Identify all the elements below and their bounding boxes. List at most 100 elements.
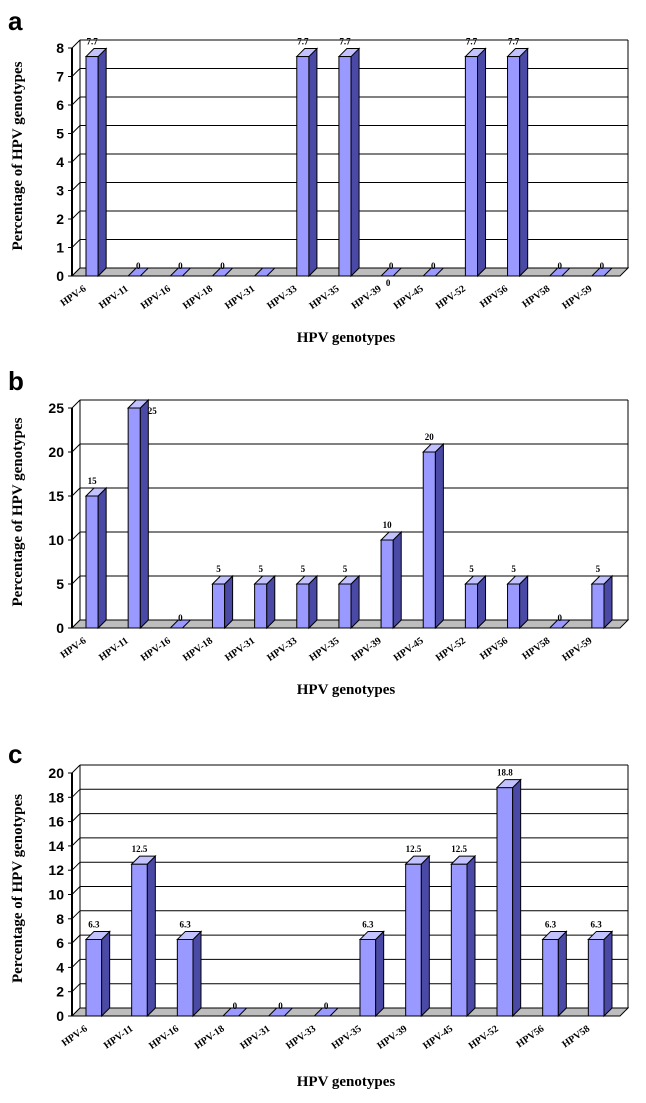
bar [590, 574, 614, 630]
category-label: HPV58 [520, 635, 552, 662]
category-label: HPV-18 [181, 635, 215, 663]
bar-top [337, 575, 361, 585]
data-label: 0 [278, 1001, 283, 1011]
category-label: HPV-16 [147, 1023, 181, 1051]
bar-side [139, 398, 149, 630]
bar-front [85, 495, 99, 629]
bar-front [85, 56, 99, 277]
bar [587, 930, 614, 1018]
bar [84, 930, 111, 1018]
bar-top [587, 930, 614, 940]
data-label: 7.7 [86, 37, 98, 47]
bar-top [176, 930, 203, 940]
data-label: 12.5 [451, 844, 467, 854]
y-tick-label: 16 [48, 814, 64, 830]
y-tick-label: 5 [56, 126, 64, 142]
bar-front [131, 863, 148, 1017]
y-tick-label: 14 [48, 838, 64, 854]
y-tick-label: 15 [48, 488, 64, 504]
bar-flat [221, 1007, 248, 1017]
bar [130, 854, 157, 1018]
bar-top [84, 930, 111, 940]
bar-flat [211, 267, 234, 277]
bar-side [512, 778, 522, 1018]
bar [253, 574, 276, 630]
bar-flat [548, 267, 572, 277]
bar-side [350, 574, 360, 630]
data-label: 25 [148, 406, 158, 416]
category-label: HPV-31 [223, 635, 257, 663]
bar-top [84, 48, 108, 58]
bar [84, 47, 108, 278]
data-label: 20 [425, 432, 435, 442]
bar [548, 267, 572, 277]
gridline-side [71, 443, 81, 453]
bar-side [557, 930, 567, 1018]
bar [541, 930, 568, 1018]
data-label: 6.3 [591, 919, 603, 929]
y-axis-title: Percentage of HPV genotypes [10, 61, 26, 250]
bar [548, 619, 572, 629]
gridline-side [71, 125, 81, 134]
category-label: HPV-52 [434, 283, 468, 311]
panel-letter-c: c [8, 739, 23, 769]
y-tick-label: 0 [56, 268, 64, 284]
category-label: HPV-6 [59, 283, 89, 308]
gridline-side [71, 837, 81, 847]
category-label: HPV-45 [392, 283, 426, 311]
gridline-side [71, 182, 81, 191]
bar-side [519, 47, 529, 278]
data-label: 15 [88, 476, 98, 486]
bar [126, 267, 150, 277]
category-label: HPV-33 [265, 283, 299, 311]
bar [422, 442, 445, 630]
bar-front [464, 56, 479, 277]
bar-front [338, 583, 352, 629]
bar-flat [267, 1007, 294, 1017]
panel-letter-a: a [8, 6, 23, 36]
y-tick-label: 5 [56, 576, 64, 592]
gridline-side [71, 813, 81, 822]
bar [464, 47, 487, 278]
data-label: 6.3 [545, 919, 557, 929]
category-label: HPV-35 [330, 1023, 364, 1051]
data-label: 7.7 [297, 37, 309, 47]
chart-panel-b: b 0 5 10 15 20 25 Percentage of HPV genotypes 1… [0, 366, 646, 702]
bar [379, 267, 403, 277]
bar-top [358, 930, 385, 940]
y-tick-label: 4 [56, 154, 64, 170]
bar-front [127, 407, 141, 629]
bar-front [296, 583, 310, 629]
category-label: HPV-18 [181, 283, 215, 311]
bar-front [587, 938, 605, 1017]
category-label: HPV-16 [139, 283, 173, 311]
category-label: HPV-35 [307, 635, 341, 663]
bar-top [379, 531, 403, 541]
bar-front [296, 56, 310, 277]
y-tick-label: 3 [56, 183, 64, 199]
bar [404, 854, 431, 1018]
bar-side [375, 930, 385, 1018]
bar [379, 530, 403, 630]
bar [450, 854, 477, 1018]
category-label: HPV-33 [265, 635, 299, 663]
category-label: HPV-11 [102, 1023, 135, 1051]
bar-front [211, 583, 226, 629]
bar-front [405, 863, 422, 1017]
bar-side [224, 574, 234, 630]
bar [495, 778, 522, 1018]
y-axis-title: Percentage of HPV genotypes [10, 794, 26, 983]
bar-top [295, 48, 319, 58]
bar [337, 574, 361, 630]
gridline-side [71, 210, 81, 220]
bar-flat [548, 619, 572, 629]
bar [221, 1007, 248, 1017]
bar-top [495, 779, 522, 789]
bar-front [507, 583, 521, 629]
bar-top [130, 855, 157, 865]
data-label: 0 [386, 278, 391, 288]
bar-front [450, 863, 468, 1017]
y-tick-label: 1 [56, 240, 64, 256]
data-label: 0 [431, 261, 436, 271]
category-label: HPV-59 [560, 283, 594, 311]
